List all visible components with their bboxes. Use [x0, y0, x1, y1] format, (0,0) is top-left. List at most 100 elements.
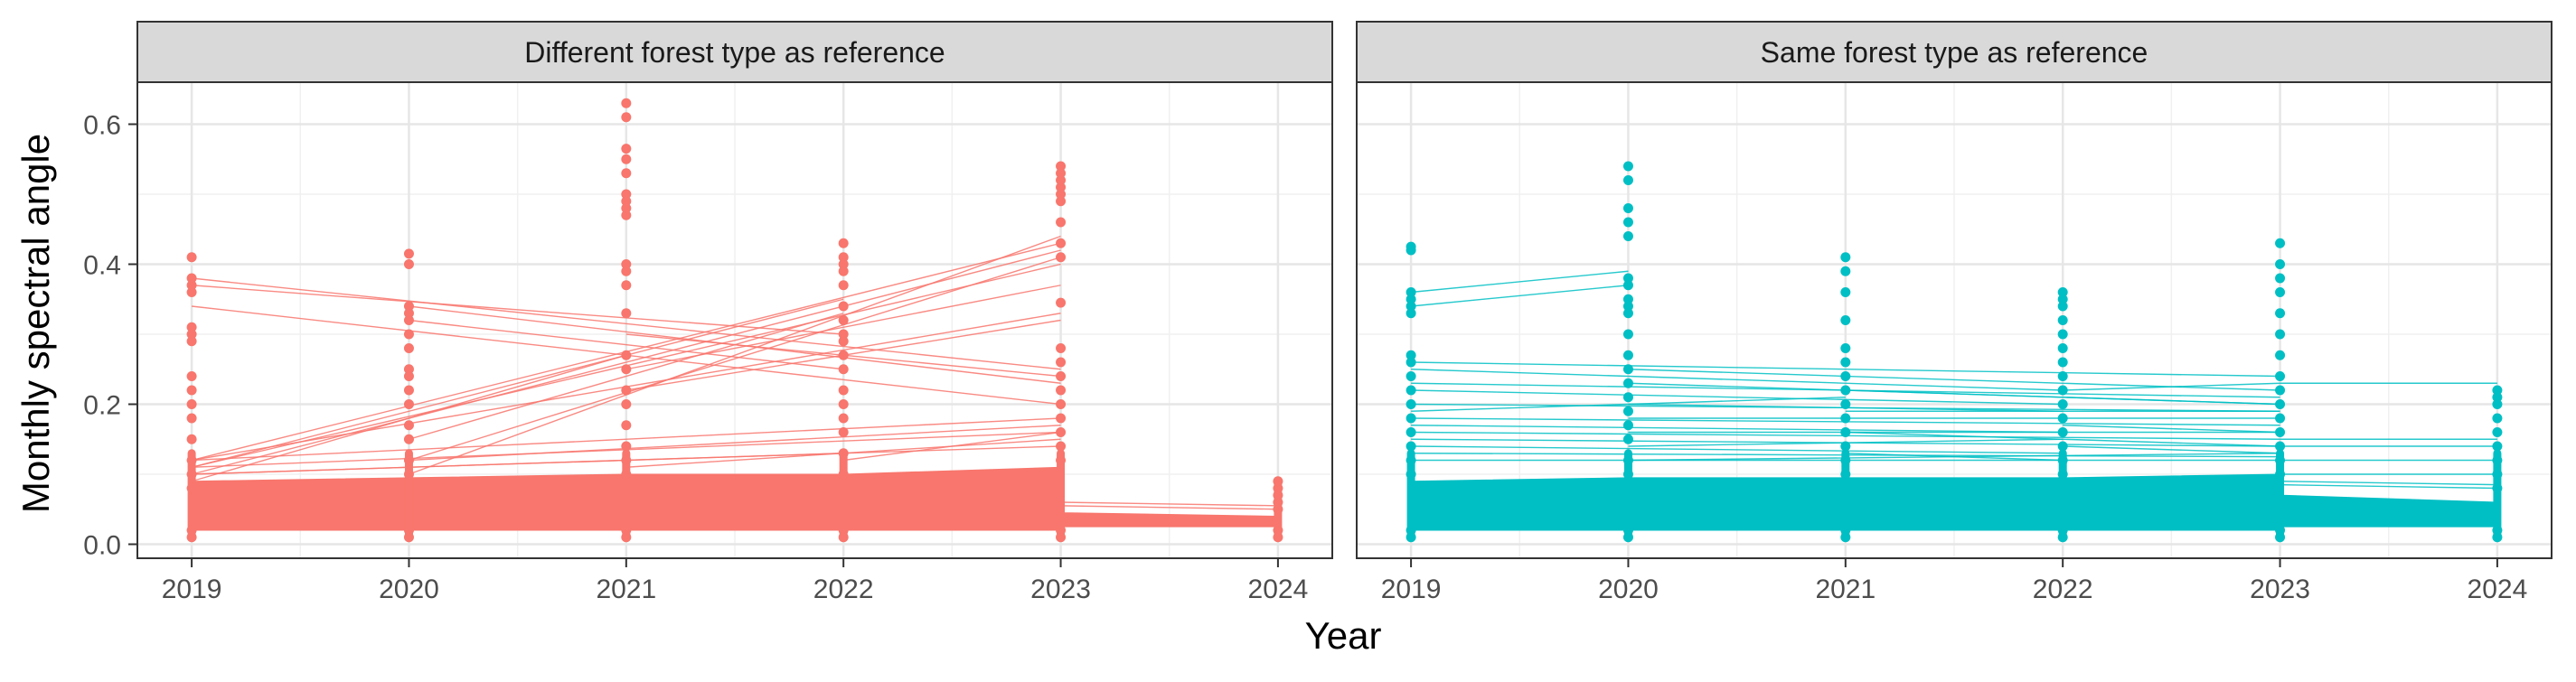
- data-point: [1840, 385, 1851, 396]
- data-point: [2275, 350, 2286, 360]
- data-point: [1056, 441, 1067, 452]
- series-line: [1060, 505, 1278, 510]
- data-point: [403, 301, 414, 312]
- data-point: [186, 532, 197, 543]
- series-line: [843, 431, 1061, 462]
- data-point: [1056, 357, 1067, 368]
- data-point: [621, 266, 632, 276]
- data-point: [2057, 315, 2068, 325]
- data-point: [2057, 329, 2068, 340]
- data-point: [621, 196, 632, 207]
- series-line: [2063, 382, 2280, 391]
- data-point: [1406, 532, 1416, 543]
- series-line: [192, 277, 1061, 370]
- data-point: [2057, 441, 2068, 452]
- data-point: [186, 469, 197, 480]
- data-point: [186, 273, 197, 284]
- data-point: [1840, 532, 1851, 543]
- data-point: [838, 427, 849, 437]
- panel-border: [1356, 81, 2552, 559]
- data-point: [2057, 294, 2068, 304]
- data-point: [2275, 238, 2286, 248]
- series-line: [409, 425, 1061, 462]
- data-point: [2057, 399, 2068, 409]
- series-line: [192, 285, 844, 335]
- data-point: [186, 329, 197, 340]
- data-point: [1056, 343, 1067, 353]
- data-point: [838, 301, 849, 312]
- data-point: [403, 434, 414, 444]
- data-point: [2057, 371, 2068, 381]
- data-point: [1622, 273, 1633, 284]
- series-line: [1060, 501, 1278, 507]
- data-point: [2275, 287, 2286, 297]
- data-point: [1056, 189, 1067, 200]
- data-point: [2492, 427, 2503, 437]
- data-point: [2057, 469, 2068, 480]
- facet-panel-1: Different forest type as reference 2019 20…: [136, 21, 1333, 604]
- data-point: [403, 525, 414, 536]
- data-point: [1056, 238, 1067, 248]
- data-point: [2057, 343, 2068, 353]
- data-point: [2275, 413, 2286, 424]
- data-point: [1622, 294, 1633, 304]
- data-point: [1406, 350, 1416, 360]
- x-tick-label: 2019: [162, 575, 222, 604]
- data-point: [1840, 315, 1851, 325]
- data-point: [621, 203, 632, 213]
- panel-border: [136, 81, 1333, 559]
- y-tick-label: 0.2: [83, 391, 121, 421]
- data-point: [1056, 532, 1067, 543]
- data-point: [403, 532, 414, 543]
- data-point: [2275, 441, 2286, 452]
- data-point: [2057, 413, 2068, 424]
- data-point: [403, 343, 414, 353]
- data-point: [1622, 203, 1633, 213]
- x-axis-title: Year: [1305, 614, 1382, 657]
- data-point: [403, 259, 414, 269]
- data-point: [186, 455, 197, 465]
- data-point: [1406, 294, 1416, 304]
- series-line: [192, 453, 844, 475]
- x-tick-label: 2021: [596, 575, 656, 604]
- data-point: [403, 371, 414, 381]
- series-line: [191, 298, 844, 468]
- data-point: [1273, 497, 1283, 508]
- data-point: [2057, 427, 2068, 437]
- data-point: [838, 525, 849, 536]
- data-point: [1840, 413, 1851, 424]
- data-point: [1622, 455, 1633, 465]
- x-tick-label: 2020: [1598, 575, 1659, 604]
- data-point: [2057, 532, 2068, 543]
- data-point: [621, 259, 632, 269]
- series-line: [1411, 389, 2064, 406]
- data-point: [1273, 525, 1283, 536]
- data-point: [1840, 427, 1851, 437]
- data-point: [621, 189, 632, 200]
- data-point: [1622, 469, 1633, 480]
- series-line: [1845, 431, 2280, 447]
- data-point: [1622, 350, 1633, 360]
- data-point: [2492, 385, 2503, 396]
- data-point: [838, 364, 849, 375]
- data-point: [403, 248, 414, 259]
- y-tick-label: 0.4: [83, 251, 121, 281]
- data-point: [621, 455, 632, 465]
- data-point: [1056, 385, 1067, 396]
- series-line: [1411, 285, 1629, 307]
- data-point: [1056, 196, 1067, 207]
- data-point: [2492, 392, 2503, 403]
- facet-strip: [136, 21, 1333, 83]
- series-line: [1411, 361, 2280, 378]
- x-tick-label: 2024: [1248, 575, 1309, 604]
- series-line: [409, 235, 1061, 475]
- data-point: [1840, 399, 1851, 409]
- data-point: [838, 252, 849, 263]
- data-point: [1273, 504, 1283, 515]
- data-point: [621, 469, 632, 480]
- data-point: [1622, 161, 1633, 172]
- data-point: [1056, 427, 1067, 437]
- data-point: [1622, 532, 1633, 543]
- data-point: [2492, 413, 2503, 424]
- series-line: [409, 257, 1061, 462]
